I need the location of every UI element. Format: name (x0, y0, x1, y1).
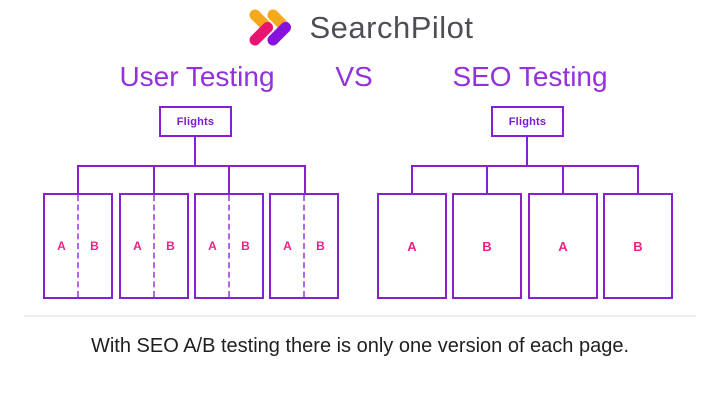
right-drop-line-4 (637, 165, 639, 193)
left-page-box-2: A B (119, 193, 189, 299)
right-page-box-2: B (452, 193, 522, 299)
variant-a-label: A (208, 239, 217, 253)
right-root-box: Flights (491, 106, 564, 137)
left-root-label: Flights (176, 115, 215, 128)
variant-b-label: B (90, 239, 99, 253)
heading-seo-testing: SEO Testing (452, 61, 608, 92)
left-drop-line-3 (228, 165, 230, 193)
right-page-box-4: B (603, 193, 673, 299)
variant-label: B (482, 238, 492, 254)
heading-vs: VS (335, 61, 373, 92)
right-page-box-3: A (528, 193, 598, 299)
left-drop-line-1 (77, 165, 79, 193)
searchpilot-logo: SearchPilot (0, 6, 720, 50)
left-root-box: Flights (159, 106, 232, 137)
variant-a-label: A (133, 239, 142, 253)
heading-user-testing: User Testing (119, 61, 275, 92)
right-root-stem-line (526, 137, 528, 165)
right-branch-line (411, 165, 639, 167)
right-drop-line-1 (411, 165, 413, 193)
left-drop-line-4 (304, 165, 306, 193)
right-root-label: Flights (508, 115, 547, 128)
left-page-box-4: A B (269, 193, 339, 299)
left-page-box-3: A B (194, 193, 264, 299)
variant-b-label: B (166, 239, 175, 253)
ab-split-dashed-line (303, 195, 305, 297)
right-drop-line-3 (562, 165, 564, 193)
variant-a-label: A (57, 239, 66, 253)
right-page-box-1: A (377, 193, 447, 299)
variant-a-label: A (283, 239, 292, 253)
ab-split-dashed-line (228, 195, 230, 297)
ab-split-dashed-line (77, 195, 79, 297)
logo-wordmark: SearchPilot (309, 10, 474, 45)
caption-text: With SEO A/B testing there is only one v… (90, 335, 630, 357)
right-drop-line-2 (486, 165, 488, 193)
variant-label: A (558, 238, 568, 254)
left-root-stem-line (194, 137, 196, 165)
left-page-box-1: A B (43, 193, 113, 299)
left-branch-line (78, 165, 306, 167)
searchpilot-chevrons-icon (249, 9, 292, 46)
ab-split-dashed-line (153, 195, 155, 297)
variant-b-label: B (316, 239, 325, 253)
left-drop-line-2 (153, 165, 155, 193)
variant-label: A (407, 238, 417, 254)
variant-b-label: B (241, 239, 250, 253)
variant-label: B (633, 238, 643, 254)
footer-divider (24, 315, 696, 317)
